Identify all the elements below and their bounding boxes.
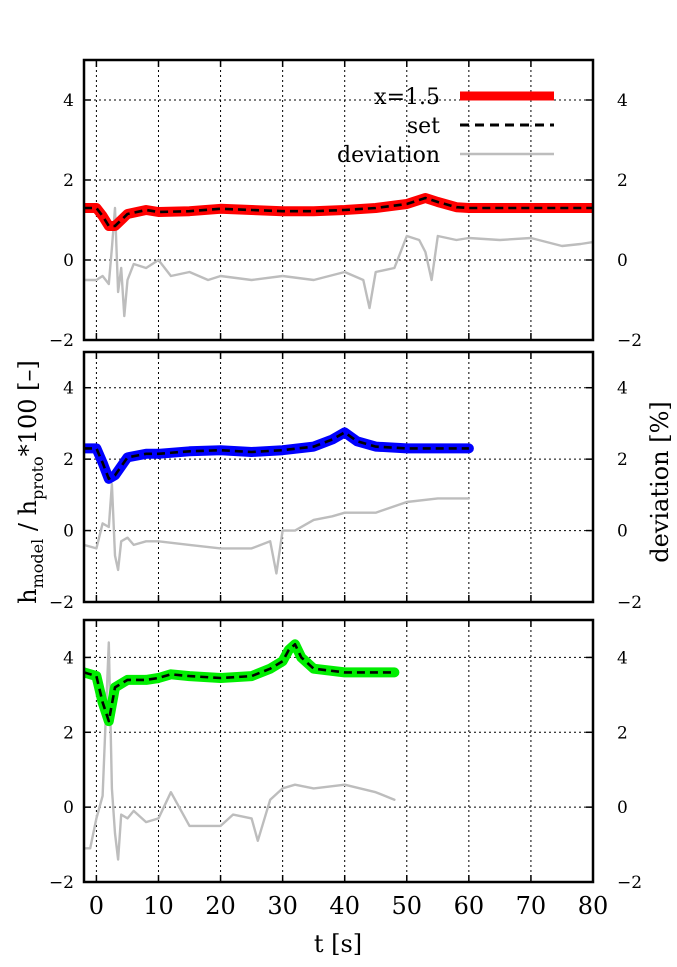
series-line-model — [84, 639, 400, 727]
y-tick-label-right: 0 — [617, 522, 628, 542]
x-tick-label: 30 — [267, 892, 298, 920]
series-line-model — [84, 427, 474, 484]
series-line-set — [84, 196, 593, 228]
x-tick-label: 60 — [454, 892, 485, 920]
y-tick-label-right: −2 — [617, 593, 642, 613]
y-tick-label-right: −2 — [617, 331, 642, 351]
y-tick-label-left: −2 — [49, 593, 74, 613]
x-tick-label: 40 — [329, 892, 360, 920]
y-tick-label-left: −2 — [49, 331, 74, 351]
series-line-set — [84, 431, 469, 481]
y-tick-label-right: 4 — [617, 648, 628, 668]
legend-label-deviation: deviation — [337, 143, 440, 168]
x-tick-label: 80 — [578, 892, 609, 920]
y-tick-label-right: −2 — [617, 873, 642, 893]
y-tick-label-left: −2 — [49, 873, 74, 893]
y-tick-label-left: 0 — [63, 798, 74, 818]
legend-label-set: set — [407, 114, 440, 139]
y-tick-label-right: 0 — [617, 798, 628, 818]
y-tick-label-right: 0 — [617, 251, 628, 271]
y-axis-label-right: deviation [%] — [646, 401, 674, 563]
panel-middle: −2 −2 0 0 2 2 4 4 — [49, 350, 642, 613]
y-tick-label-right: 4 — [617, 91, 628, 111]
y-tick-label-left: 4 — [63, 91, 74, 111]
panel-frame — [82, 350, 595, 604]
x-tick-label: 20 — [205, 892, 236, 920]
panel-top: −2 −2 0 0 2 2 4 4 — [49, 58, 642, 351]
y-tick-label-left: 4 — [63, 379, 74, 399]
panels: −2 −20 02 24 4−2 −20 02 24 4−2 −20 02 24 40 10 20 30 40 5… — [49, 58, 642, 920]
series-line-set — [84, 642, 395, 723]
y-tick-label-left: 2 — [63, 171, 74, 191]
y-axis-label-left: hmodel / hproto*100 [–] — [14, 360, 47, 604]
x-axis-label: t [s] — [314, 930, 362, 958]
series-line-deviation — [84, 206, 593, 318]
legend-label-model: x=1.5 — [374, 85, 440, 110]
y-tick-label-left: 0 — [63, 522, 74, 542]
panel-bottom: −2 −20 02 24 40 10 20 30 40 50 60 70 80 — [49, 618, 642, 920]
y-tick-label-right: 2 — [617, 450, 628, 470]
y-tick-label-right: 2 — [617, 723, 628, 743]
y-tick-label-right: 4 — [617, 379, 628, 399]
panel-frame — [82, 618, 595, 884]
y-tick-label-left: 2 — [63, 450, 74, 470]
y-tick-label-left: 2 — [63, 723, 74, 743]
panel-frame — [82, 58, 595, 342]
x-tick-label: 50 — [392, 892, 423, 920]
y-tick-label-right: 2 — [617, 171, 628, 191]
series-line-deviation — [84, 482, 471, 575]
x-tick-label: 70 — [516, 892, 547, 920]
y-tick-label-left: 0 — [63, 251, 74, 271]
x-tick-label: 0 — [89, 892, 104, 920]
x-tick-label: 10 — [143, 892, 174, 920]
legend: x=1.5 set deviation — [337, 85, 554, 168]
y-tick-label-left: 4 — [63, 648, 74, 668]
